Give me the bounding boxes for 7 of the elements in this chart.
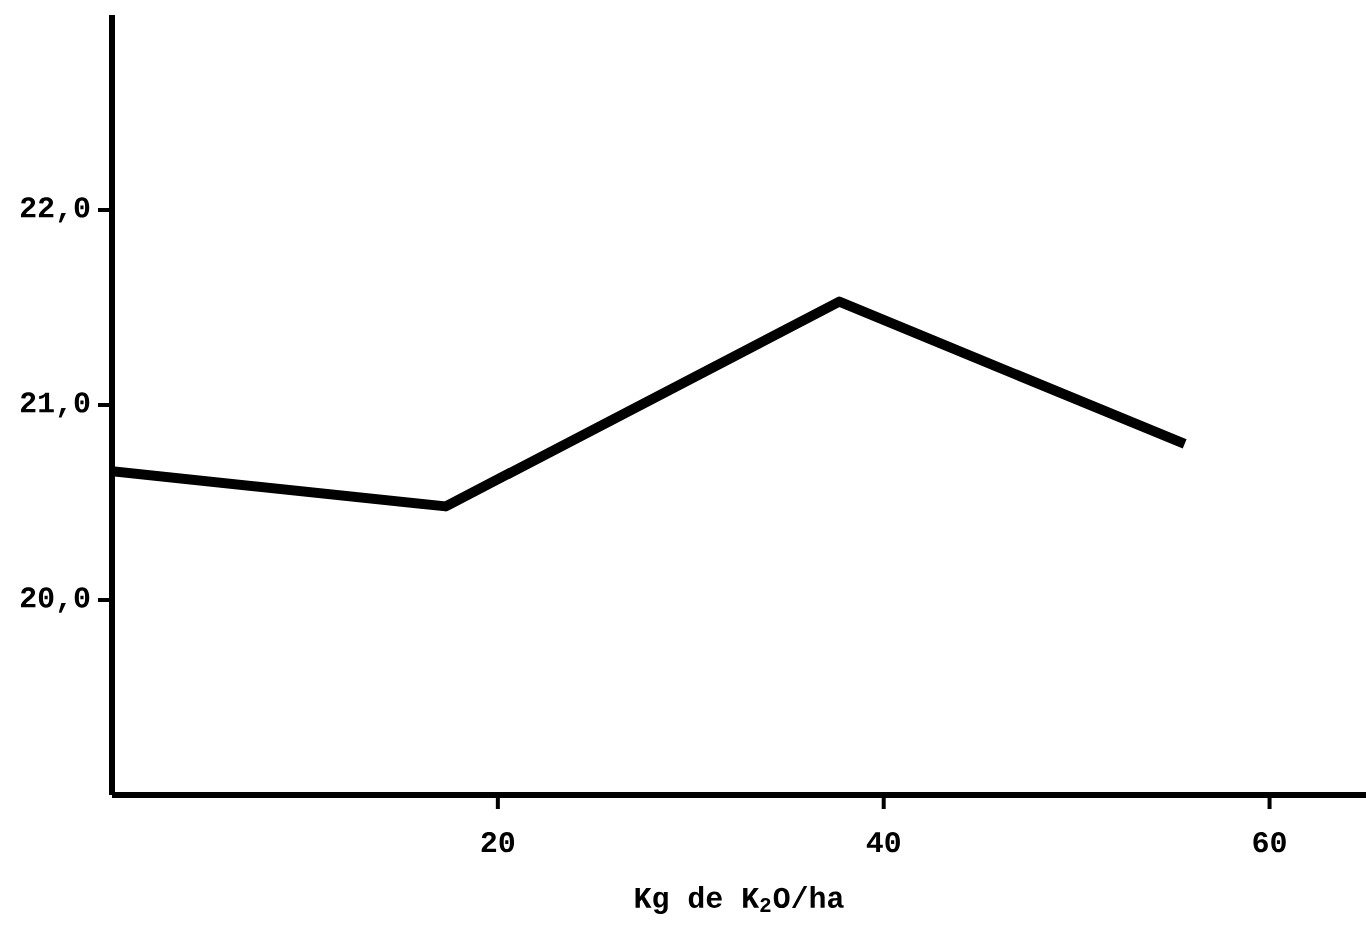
y-tick-label: 21,0 [21, 392, 90, 418]
y-tick-label: 20,0 [21, 587, 90, 613]
y-tick-label: 22,0 [21, 197, 90, 223]
x-tick-label: 60 [1253, 832, 1286, 853]
x-tick-label: 40 [866, 832, 900, 853]
x-axis-title: Kg de K$_{2}$O/ha [635, 886, 844, 915]
x-tick-label: 20 [481, 832, 515, 853]
